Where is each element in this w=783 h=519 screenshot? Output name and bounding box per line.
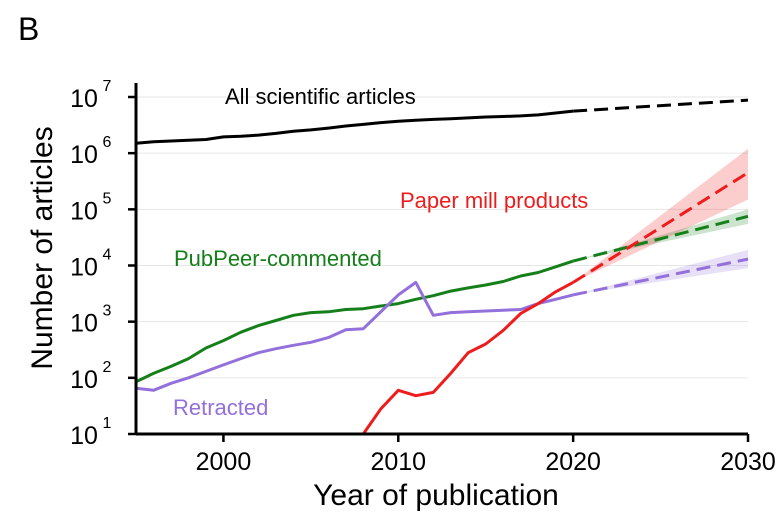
y-tick-label-1e7: 10 xyxy=(70,85,98,113)
y-tick-label-1e2: 10 xyxy=(70,366,98,394)
grid-lines xyxy=(136,96,748,435)
pubpeer-commented-line xyxy=(136,259,574,384)
label-pubpeer: PubPeer-commented xyxy=(174,246,382,271)
y-tick-label-1e3: 10 xyxy=(70,310,98,338)
y-tick-label-1e1: 10 xyxy=(70,422,98,450)
all-scientific-articles-projection-line xyxy=(573,98,749,113)
y-tick-exponent-1e2: 2 xyxy=(103,359,112,376)
paper-mill-products-projection-line xyxy=(572,171,749,284)
series-labels: All scientific articles Paper mill produ… xyxy=(173,84,588,420)
y-tick-exponent-1e7: 7 xyxy=(103,78,112,95)
y-tick-label-1e5: 10 xyxy=(70,197,98,225)
x-tick-label-2020: 2020 xyxy=(545,448,601,476)
label-retracted: Retracted xyxy=(173,395,268,420)
y-tick-exponent-1e1: 1 xyxy=(103,415,112,432)
y-tick-exponent-1e6: 6 xyxy=(103,134,112,151)
x-axis-title: Year of publication xyxy=(313,479,559,512)
y-tick-label-1e6: 10 xyxy=(70,141,98,169)
y-axis-title: Number of articles xyxy=(26,126,59,369)
y-axis-ticks: 10 1 10 2 10 3 10 4 10 5 10 6 10 7 xyxy=(70,78,136,450)
x-tick-label-2000: 2000 xyxy=(196,448,252,476)
pubpeer-commented-projection-line xyxy=(572,214,749,263)
y-tick-exponent-1e5: 5 xyxy=(103,190,112,207)
paper-mill-products-line xyxy=(362,281,574,434)
label-paper-mill: Paper mill products xyxy=(400,188,588,213)
y-tick-exponent-1e3: 3 xyxy=(103,303,112,320)
all-scientific-articles-line xyxy=(136,109,574,145)
x-axis-ticks: 2000 2010 2020 2030 xyxy=(196,434,776,476)
retracted-line xyxy=(136,280,574,392)
series-lines xyxy=(136,98,749,434)
label-all-articles: All scientific articles xyxy=(225,84,416,109)
retracted-projection-line xyxy=(572,257,749,297)
x-tick-label-2030: 2030 xyxy=(720,448,776,476)
axes xyxy=(134,83,748,436)
panel-label: B xyxy=(18,11,39,47)
retracted-projection-band xyxy=(573,249,748,295)
y-tick-exponent-1e4: 4 xyxy=(103,247,112,264)
y-tick-label-1e4: 10 xyxy=(70,254,98,282)
pubpeer-commented-projection-band xyxy=(573,209,748,262)
x-tick-label-2010: 2010 xyxy=(370,448,426,476)
